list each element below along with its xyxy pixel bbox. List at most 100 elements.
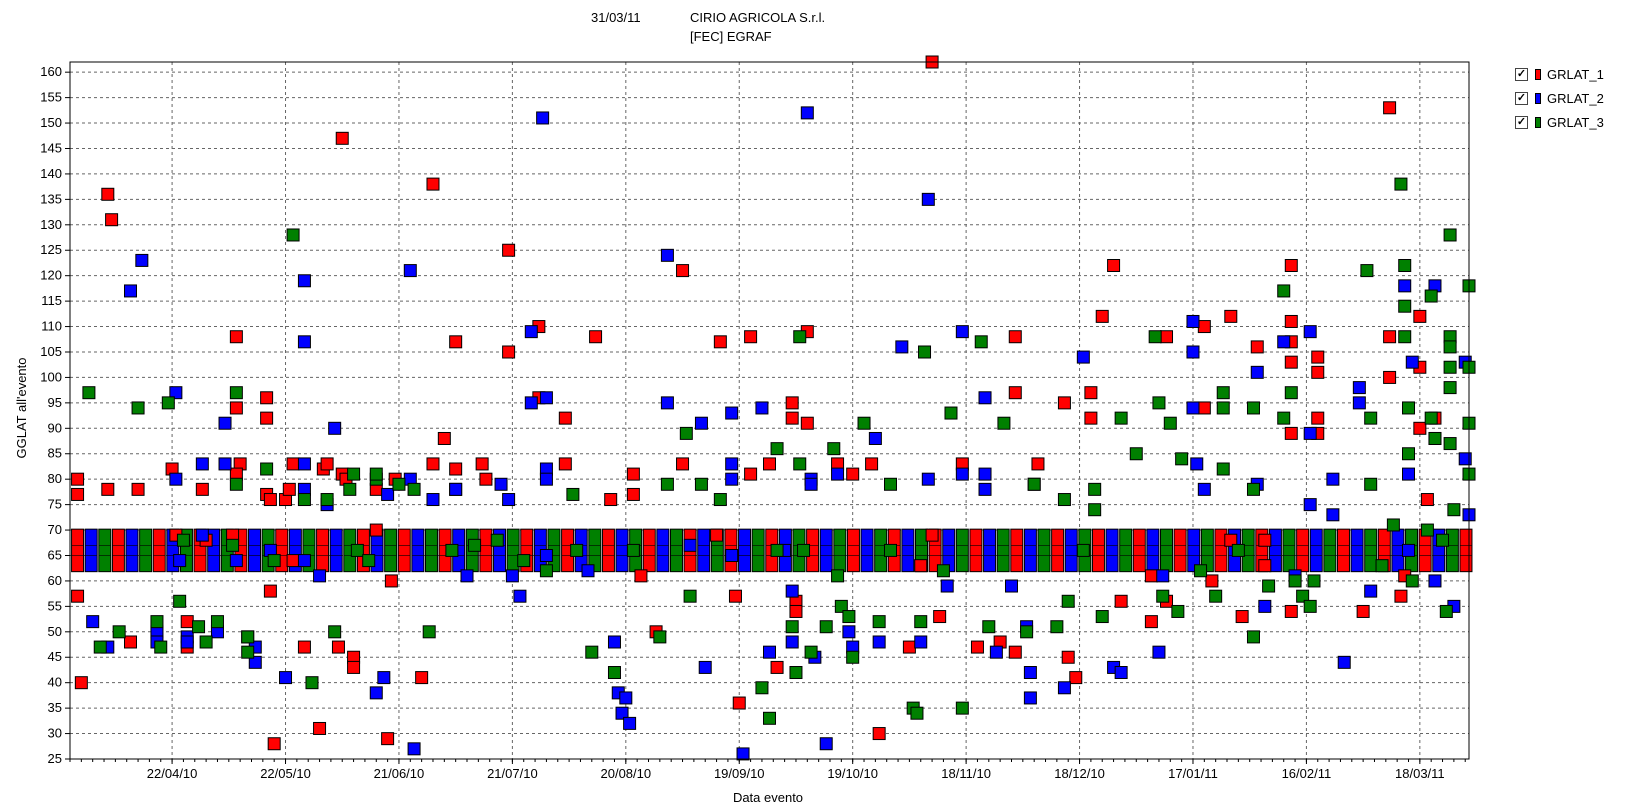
point-grlat-1 [1284,426,1298,440]
point-grlat-1 [1084,411,1098,425]
band-marker-stack [996,528,1010,573]
legend-label: GRLAT_3 [1547,114,1604,130]
point-grlat-1 [1284,604,1298,618]
point-grlat-1 [1057,396,1071,410]
point-grlat-1 [449,335,463,349]
legend-item-grlat-3[interactable]: ✓ GRLAT_3 [1515,112,1604,132]
point-grlat-1 [267,737,281,751]
point-grlat-2 [978,482,992,496]
point-grlat-2 [524,325,538,339]
point-grlat-1 [1114,594,1128,608]
point-grlat-3 [842,610,856,624]
band-marker-stack [1364,528,1378,573]
point-grlat-2 [1303,325,1317,339]
point-grlat-1 [626,467,640,481]
y-axis: 25 30 35 40 45 50 55 60 65 70 75 80 85 90 95 100 105 110 1… [40,64,70,766]
band-marker-stack [1309,528,1323,573]
point-grlat-1 [1413,309,1427,323]
point-grlat-3 [468,538,482,552]
point-grlat-2 [513,589,527,603]
point-grlat-3 [1394,177,1408,191]
y-tick-label: 150 [40,115,62,130]
point-grlat-1 [320,457,334,471]
point-grlat-3 [944,406,958,420]
point-grlat-1 [1383,330,1397,344]
point-grlat-3 [1152,396,1166,410]
point-grlat-3 [819,620,833,634]
y-tick-label: 65 [48,547,62,562]
point-grlat-3 [150,615,164,629]
band-marker-stack [248,528,262,573]
point-grlat-3 [407,482,421,496]
point-grlat-2 [978,467,992,481]
band-marker-stack [1132,528,1146,573]
point-grlat-2 [539,472,553,486]
point-grlat-2 [868,431,882,445]
point-grlat-3 [154,640,168,654]
point-grlat-2 [819,737,833,751]
checkbox-icon[interactable]: ✓ [1515,91,1528,105]
point-grlat-2 [1337,655,1351,669]
point-grlat-1 [785,411,799,425]
band-marker-stack [860,528,874,573]
band-marker-stack [1187,528,1201,573]
point-grlat-1 [1420,493,1434,507]
point-grlat-3 [517,554,531,568]
band-marker-stack [71,528,85,573]
checkbox-icon[interactable]: ✓ [1515,67,1528,81]
point-grlat-3 [305,676,319,690]
point-grlat-3 [936,564,950,578]
point-grlat-1 [1144,569,1158,583]
point-grlat-3 [176,533,190,547]
band-marker-stack [1146,528,1160,573]
point-grlat-3 [392,477,406,491]
y-tick-label: 40 [48,675,62,690]
band-marker-stack [969,528,983,573]
header-company: CIRIO AGRICOLA S.r.l. [690,10,826,25]
point-grlat-3 [1175,452,1189,466]
point-grlat-3 [872,615,886,629]
band-marker-stack [84,528,98,573]
point-grlat-2 [1023,691,1037,705]
point-grlat-1 [105,213,119,227]
band-marker-stack [833,528,847,573]
point-grlat-3 [1447,503,1461,517]
point-grlat-3 [1171,604,1185,618]
point-grlat-3 [320,493,334,507]
legend-item-grlat-1[interactable]: ✓ GRLAT_1 [1515,64,1604,84]
point-grlat-2 [1152,645,1166,659]
point-grlat-3 [241,645,255,659]
legend-item-grlat-2[interactable]: ✓ GRLAT_2 [1515,88,1604,108]
point-grlat-2 [683,538,697,552]
point-grlat-3 [770,543,784,557]
point-grlat-3 [328,625,342,639]
point-grlat-1 [229,401,243,415]
point-grlat-1 [872,727,886,741]
point-grlat-2 [1186,314,1200,328]
point-grlat-2 [135,253,149,267]
y-axis-label: GGLAT all'evento [14,358,29,459]
point-grlat-3 [1262,579,1276,593]
point-grlat-1 [925,528,939,542]
point-grlat-1 [1061,650,1075,664]
point-grlat-1 [676,457,690,471]
y-tick-label: 80 [48,471,62,486]
x-tick-label: 20/08/10 [601,766,652,781]
point-grlat-1 [1107,259,1121,273]
band-marker-stack [642,528,656,573]
point-grlat-1 [260,411,274,425]
point-grlat-3 [1398,330,1412,344]
checkbox-icon[interactable]: ✓ [1515,115,1528,129]
point-grlat-2 [1186,345,1200,359]
point-grlat-2 [785,584,799,598]
point-grlat-3 [210,615,224,629]
point-grlat-3 [1375,559,1389,573]
point-grlat-3 [910,706,924,720]
point-grlat-3 [362,554,376,568]
point-grlat-2 [1114,666,1128,680]
point-grlat-2 [313,569,327,583]
point-grlat-3 [1443,340,1457,354]
point-grlat-1 [789,604,803,618]
band-marker-stack [125,528,139,573]
series-swatch [1535,68,1541,80]
